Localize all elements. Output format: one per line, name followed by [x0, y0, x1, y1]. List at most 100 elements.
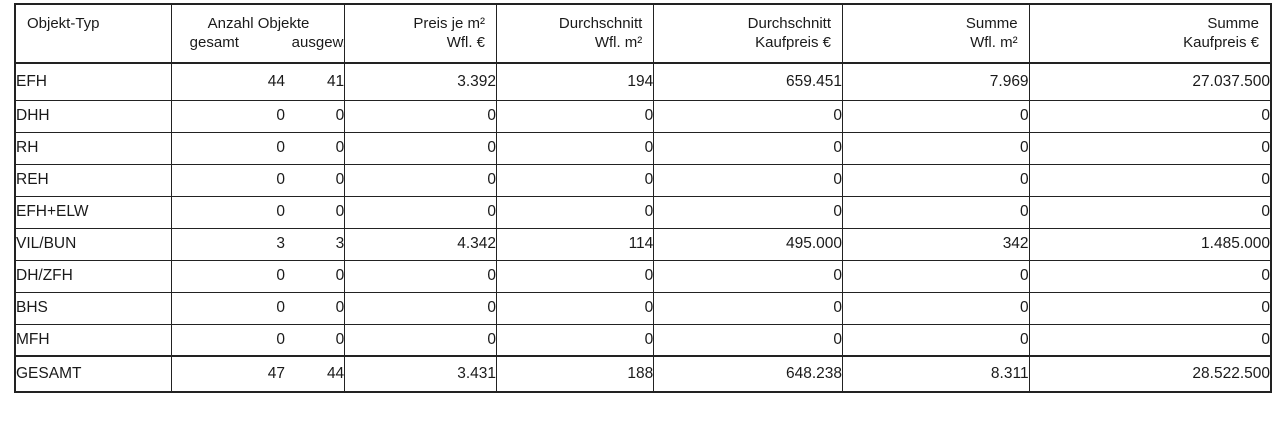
cell-sum-area: 342	[842, 228, 1030, 261]
cell-avg-price: 659.451	[653, 63, 843, 101]
cell-price-per-sqm: 0	[344, 132, 497, 165]
cell-count-selected: 0	[285, 164, 345, 197]
cell-count-selected: 0	[285, 324, 345, 357]
header-avg-price-line1: Durchschnitt	[747, 15, 832, 32]
header-count-total: gesamt	[189, 34, 239, 51]
cell-count-total: 0	[170, 100, 286, 133]
cell-avg-area: 114	[496, 228, 654, 261]
cell-avg-area: 0	[496, 100, 654, 133]
cell-count-total: 0	[170, 292, 286, 325]
cell-object-type: DH/ZFH	[13, 260, 172, 293]
cell-price-per-sqm: 4.342	[344, 228, 497, 261]
header-sum-area-line2: Wfl. m²	[970, 34, 1018, 51]
header-sum-area-line1: Summe	[965, 15, 1018, 32]
cell-sum-area: 0	[842, 132, 1030, 165]
cell-avg-price: 0	[653, 260, 843, 293]
total-sum-price: 28.522.500	[1028, 356, 1272, 393]
cell-sum-price: 0	[1028, 132, 1272, 165]
statistics-table: Objekt-Typ Anzahl Objekte gesamt ausgew.…	[13, 3, 1272, 393]
cell-count-selected: 3	[285, 228, 345, 261]
header-count-title: Anzahl Objekte	[207, 15, 310, 32]
cell-sum-price: 0	[1028, 292, 1272, 325]
cell-count-total: 0	[170, 196, 286, 229]
header-sum-area: Summe Wfl. m²	[842, 3, 1030, 64]
cell-avg-area: 0	[496, 292, 654, 325]
cell-avg-price: 0	[653, 132, 843, 165]
header-price-per-sqm-line2: Wfl. €	[446, 34, 486, 51]
header-sum-price: Summe Kaufpreis €	[1028, 3, 1272, 64]
total-sum-area: 8.311	[842, 356, 1030, 393]
cell-object-type: EFH+ELW	[13, 196, 172, 229]
header-price-per-sqm-line1: Preis je m²	[413, 15, 486, 32]
table-row: REH 0 0 0 0 0 0 0	[13, 164, 1272, 197]
cell-count-total: 44	[170, 63, 286, 101]
header-price-per-sqm: Preis je m² Wfl. €	[344, 3, 497, 64]
table-row: DH/ZFH 0 0 0 0 0 0 0	[13, 260, 1272, 293]
header-avg-area-line1: Durchschnitt	[558, 15, 643, 32]
cell-avg-price: 0	[653, 292, 843, 325]
cell-sum-price: 0	[1028, 196, 1272, 229]
header-object-count: Anzahl Objekte gesamt ausgew.	[170, 3, 345, 64]
total-object-type: GESAMT	[13, 356, 172, 393]
cell-price-per-sqm: 3.392	[344, 63, 497, 101]
cell-count-total: 0	[170, 260, 286, 293]
cell-price-per-sqm: 0	[344, 292, 497, 325]
cell-count-selected: 0	[285, 196, 345, 229]
cell-avg-area: 0	[496, 324, 654, 357]
cell-avg-area: 0	[496, 196, 654, 229]
cell-count-selected: 41	[285, 63, 345, 101]
table-row: BHS 0 0 0 0 0 0 0	[13, 292, 1272, 325]
cell-price-per-sqm: 0	[344, 324, 497, 357]
cell-object-type: RH	[13, 132, 172, 165]
cell-sum-area: 0	[842, 196, 1030, 229]
cell-count-total: 0	[170, 132, 286, 165]
cell-price-per-sqm: 0	[344, 164, 497, 197]
cell-sum-price: 0	[1028, 324, 1272, 357]
header-avg-area-line2: Wfl. m²	[594, 34, 643, 51]
table-row: RH 0 0 0 0 0 0 0	[13, 132, 1272, 165]
cell-avg-price: 0	[653, 164, 843, 197]
cell-avg-price: 495.000	[653, 228, 843, 261]
cell-object-type: MFH	[13, 324, 172, 357]
cell-count-total: 3	[170, 228, 286, 261]
total-price-per-sqm: 3.431	[344, 356, 497, 393]
cell-sum-area: 7.969	[842, 63, 1030, 101]
cell-sum-area: 0	[842, 324, 1030, 357]
table-row: VIL/BUN 3 3 4.342 114 495.000 342 1.485.…	[13, 228, 1272, 261]
cell-object-type: DHH	[13, 100, 172, 133]
total-avg-area: 188	[496, 356, 654, 393]
table-row: MFH 0 0 0 0 0 0 0	[13, 324, 1272, 357]
cell-object-type: VIL/BUN	[13, 228, 172, 261]
table-row: DHH 0 0 0 0 0 0 0	[13, 100, 1272, 133]
cell-sum-area: 0	[842, 292, 1030, 325]
cell-sum-price: 1.485.000	[1028, 228, 1272, 261]
header-sum-price-line2: Kaufpreis €	[1183, 34, 1259, 51]
cell-object-type: REH	[13, 164, 172, 197]
cell-price-per-sqm: 0	[344, 196, 497, 229]
cell-count-selected: 0	[285, 100, 345, 133]
cell-sum-area: 0	[842, 100, 1030, 133]
header-object-type: Objekt-Typ	[13, 3, 172, 64]
cell-price-per-sqm: 0	[344, 100, 497, 133]
header-avg-area: Durchschnitt Wfl. m²	[496, 3, 654, 64]
cell-sum-price: 0	[1028, 100, 1272, 133]
header-avg-price: Durchschnitt Kaufpreis €	[653, 3, 843, 64]
total-avg-price: 648.238	[653, 356, 843, 393]
cell-price-per-sqm: 0	[344, 260, 497, 293]
cell-avg-price: 0	[653, 324, 843, 357]
cell-count-selected: 0	[285, 132, 345, 165]
header-avg-price-line2: Kaufpreis €	[755, 34, 832, 51]
cell-object-type: BHS	[13, 292, 172, 325]
total-count-selected: 44	[285, 356, 345, 393]
header-sum-price-line1: Summe	[1207, 15, 1259, 32]
cell-avg-price: 0	[653, 100, 843, 133]
table-row: EFH 44 41 3.392 194 659.451 7.969 27.037…	[13, 63, 1272, 101]
cell-avg-area: 194	[496, 63, 654, 101]
cell-sum-price: 0	[1028, 260, 1272, 293]
cell-count-total: 0	[170, 164, 286, 197]
cell-sum-area: 0	[842, 260, 1030, 293]
cell-avg-price: 0	[653, 196, 843, 229]
cell-sum-price: 27.037.500	[1028, 63, 1272, 101]
total-count-total: 47	[170, 356, 286, 393]
total-row: GESAMT 47 44 3.431 188 648.238 8.311 28.…	[13, 356, 1272, 393]
